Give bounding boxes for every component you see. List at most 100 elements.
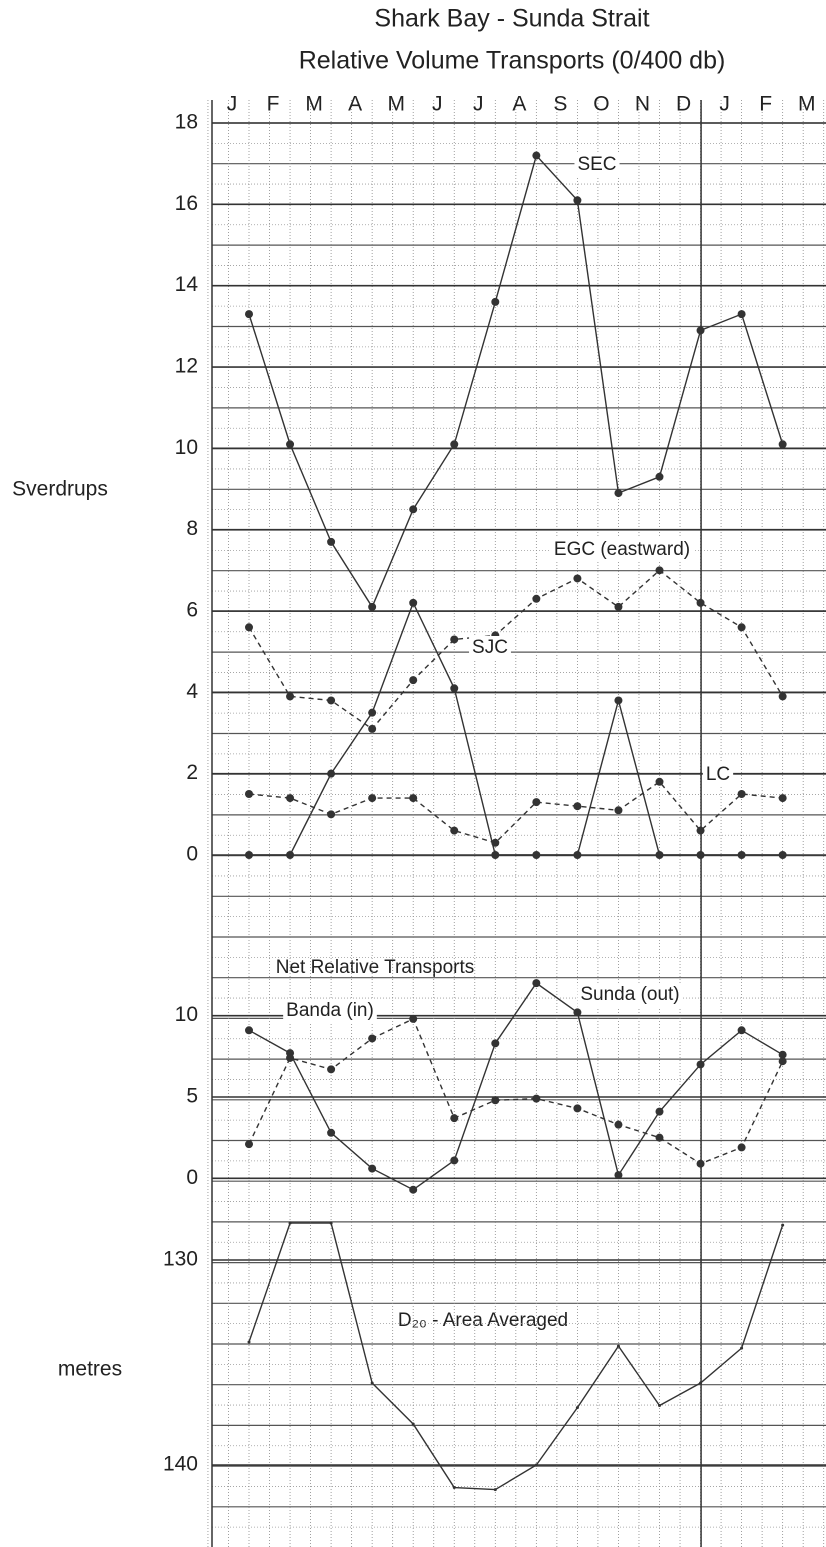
data-point bbox=[368, 602, 377, 611]
y-tick-label: 18 bbox=[175, 111, 198, 134]
data-point bbox=[450, 684, 459, 693]
data-point bbox=[245, 851, 253, 859]
data-point bbox=[534, 1463, 538, 1467]
data-point bbox=[740, 1346, 744, 1350]
chart-title: Shark Bay - Sunda Strait bbox=[374, 5, 649, 33]
label-background bbox=[577, 983, 683, 1007]
series-label: SJC bbox=[472, 637, 508, 658]
data-point bbox=[245, 1140, 253, 1149]
data-point bbox=[655, 472, 664, 481]
data-point bbox=[327, 1065, 336, 1074]
data-point bbox=[247, 1340, 251, 1344]
label-background bbox=[702, 763, 734, 787]
data-point bbox=[368, 1034, 377, 1043]
series-line bbox=[248, 154, 784, 609]
x-tick-label: J bbox=[719, 93, 730, 116]
data-point bbox=[658, 1404, 661, 1408]
data-point bbox=[614, 806, 623, 815]
y-tick-label: 0 bbox=[186, 843, 198, 866]
y-tick-label: 140 bbox=[163, 1453, 198, 1476]
data-point bbox=[409, 505, 418, 514]
data-point bbox=[327, 810, 336, 819]
series-line bbox=[248, 982, 784, 1191]
x-tick-label: D bbox=[676, 93, 691, 116]
data-point bbox=[699, 1381, 703, 1385]
data-point bbox=[368, 1164, 377, 1173]
data-point bbox=[614, 1120, 623, 1129]
y-axis-label: metres bbox=[58, 1358, 122, 1381]
y-tick-label: 0 bbox=[186, 1166, 198, 1189]
series-line bbox=[248, 1222, 784, 1491]
x-tick-label: A bbox=[512, 93, 526, 116]
data-point bbox=[409, 1014, 418, 1023]
y-tick-label: 16 bbox=[175, 192, 198, 215]
data-point bbox=[778, 1057, 787, 1066]
data-point bbox=[616, 1344, 620, 1348]
series-label: Banda (in) bbox=[286, 1000, 374, 1021]
data-point bbox=[573, 1104, 582, 1113]
label-background bbox=[283, 999, 377, 1023]
data-point bbox=[450, 1114, 459, 1123]
label-background bbox=[574, 153, 620, 177]
x-tick-label: O bbox=[593, 93, 609, 116]
y-tick-label: 5 bbox=[186, 1085, 198, 1108]
data-point bbox=[532, 151, 541, 160]
data-point bbox=[450, 1156, 459, 1165]
data-point bbox=[245, 623, 253, 632]
data-point bbox=[573, 196, 582, 205]
x-tick-label: A bbox=[348, 93, 362, 116]
data-point bbox=[245, 790, 253, 798]
data-point bbox=[286, 1053, 295, 1062]
data-point bbox=[491, 1039, 500, 1048]
data-point bbox=[614, 696, 623, 705]
y-tick-label: 10 bbox=[175, 1003, 198, 1026]
data-point bbox=[696, 1159, 705, 1168]
data-point bbox=[778, 851, 787, 859]
data-point bbox=[532, 798, 541, 807]
data-point bbox=[368, 794, 377, 803]
data-point bbox=[493, 1488, 497, 1492]
data-point bbox=[532, 851, 541, 859]
data-point bbox=[411, 1422, 415, 1426]
data-point bbox=[409, 676, 418, 685]
data-point bbox=[575, 1406, 579, 1410]
data-point bbox=[491, 297, 500, 306]
grid bbox=[207, 100, 826, 1547]
series-line bbox=[249, 601, 783, 856]
series-label: EGC (eastward) bbox=[554, 539, 690, 560]
data-point bbox=[573, 802, 582, 811]
series-label: LC bbox=[706, 764, 730, 785]
x-tick-label: N bbox=[635, 93, 650, 116]
chart-subtitle: Relative Volume Transports (0/400 db) bbox=[299, 47, 726, 75]
y-tick-label: 4 bbox=[186, 680, 198, 703]
data-point bbox=[370, 1381, 374, 1385]
x-tick-label: M bbox=[387, 93, 405, 116]
data-point bbox=[327, 1128, 336, 1137]
data-point bbox=[368, 708, 377, 717]
y-tick-label: 2 bbox=[186, 761, 198, 784]
data-point bbox=[737, 623, 746, 632]
data-point bbox=[286, 851, 295, 859]
y-tick-label: 8 bbox=[186, 517, 198, 540]
data-point bbox=[614, 489, 623, 498]
y-tick-label: 14 bbox=[175, 273, 199, 296]
data-point bbox=[452, 1486, 456, 1490]
x-tick-label: M bbox=[798, 93, 816, 116]
x-tick-label: M bbox=[305, 93, 323, 116]
data-point bbox=[450, 826, 459, 835]
data-point bbox=[696, 826, 705, 835]
data-point bbox=[573, 574, 582, 583]
data-point bbox=[286, 692, 295, 701]
data-point bbox=[655, 1133, 664, 1142]
series-label: SEC bbox=[577, 154, 616, 175]
panel-title: D₂₀ - Area Averaged bbox=[398, 1310, 568, 1331]
data-point bbox=[696, 326, 705, 335]
data-point bbox=[781, 1223, 785, 1227]
data-point bbox=[245, 310, 253, 319]
data-point bbox=[737, 1143, 746, 1152]
x-tick-label: J bbox=[227, 93, 238, 116]
y-tick-label: 12 bbox=[175, 355, 198, 378]
data-point bbox=[409, 598, 418, 607]
data-point bbox=[245, 1026, 253, 1035]
